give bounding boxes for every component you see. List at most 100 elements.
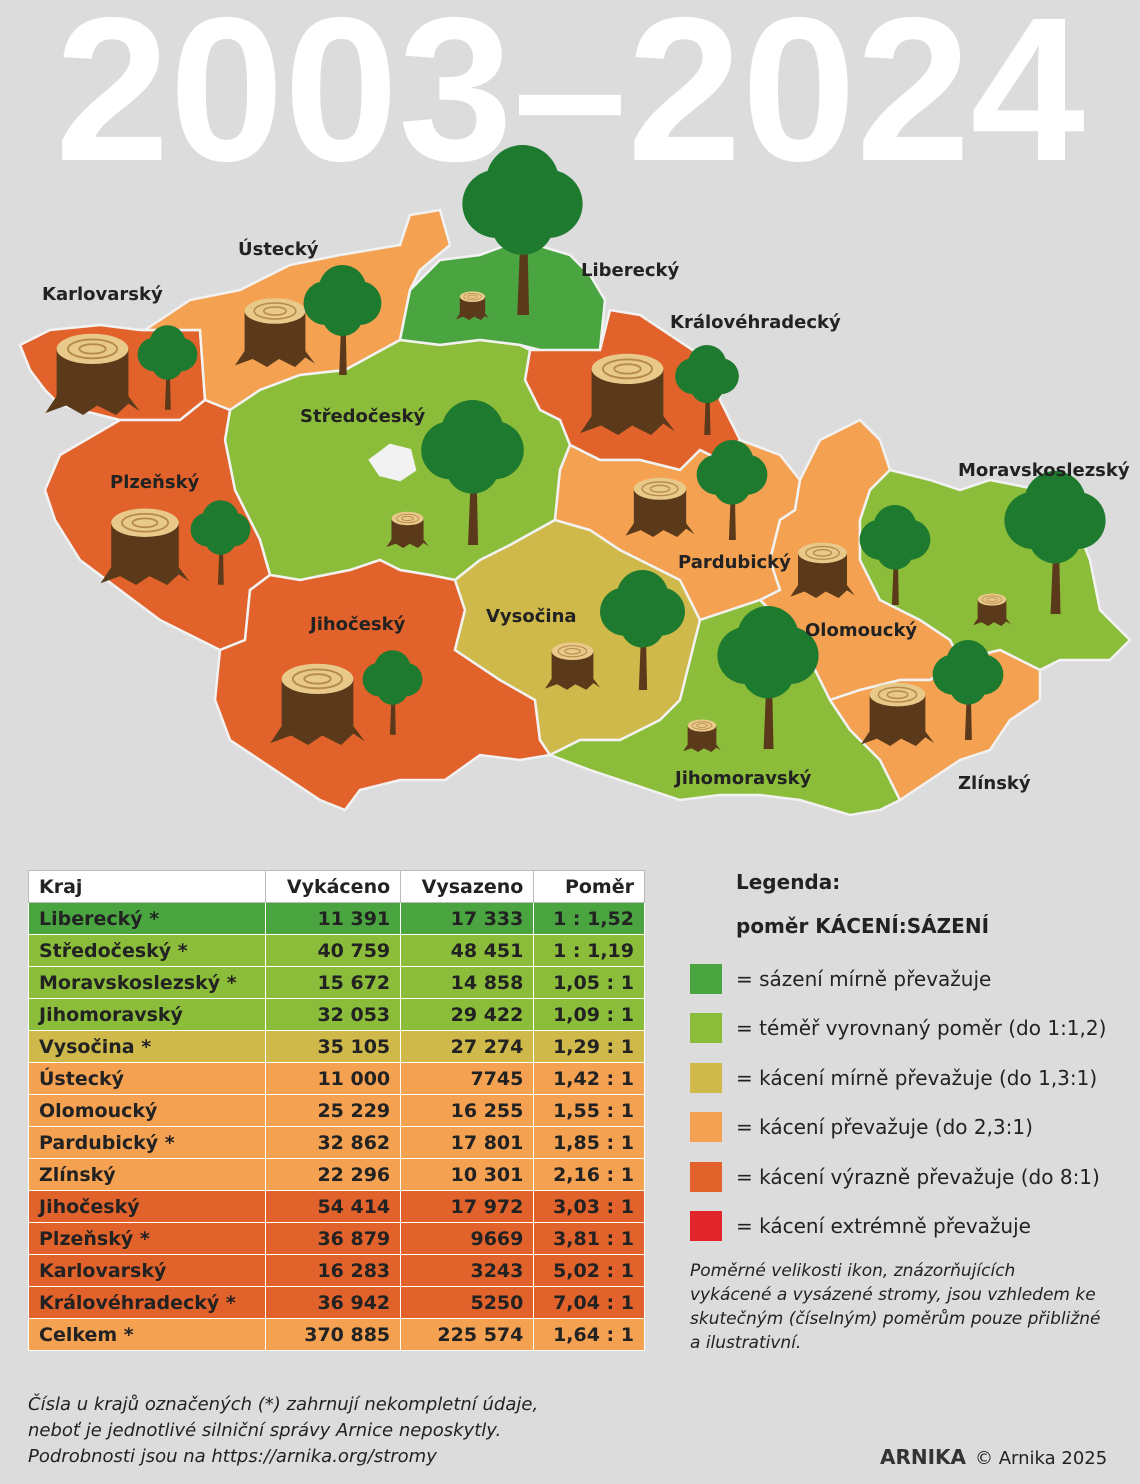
stump-icon: [580, 352, 675, 435]
table-row: Jihočeský 54 414 17 972 3,03 : 1: [27, 1190, 645, 1223]
table-cell: 7,04 : 1: [533, 1286, 645, 1319]
region-label: Středočeský: [300, 406, 425, 427]
stump-icon: [45, 332, 140, 415]
table-cell: 22 296: [265, 1158, 402, 1191]
table-cell: 3,03 : 1: [533, 1190, 645, 1223]
table-cell: 48 451: [400, 934, 535, 967]
table-row: Středočeský * 40 759 48 451 1 : 1,19: [27, 934, 645, 967]
table-cell: 1 : 1,52: [533, 902, 645, 935]
table-cell: 7745: [400, 1062, 535, 1095]
table-cell: Zlínský: [27, 1158, 267, 1191]
table-row: Pardubický * 32 862 17 801 1,85 : 1: [27, 1126, 645, 1159]
table-cell: 29 422: [400, 998, 535, 1031]
legend-item: = kácení výrazně převažuje (do 8:1): [690, 1152, 1130, 1202]
legend-swatch: [690, 1161, 722, 1192]
table-cell: Jihočeský: [27, 1190, 267, 1223]
table-cell: 16 283: [265, 1254, 402, 1287]
legend-label: = kácení extrémně převažuje: [736, 1214, 1031, 1239]
title: 2003–2024: [55, 0, 1085, 204]
table-row: Ústecký 11 000 7745 1,42 : 1: [27, 1062, 645, 1095]
table-cell: Středočeský *: [27, 934, 267, 967]
table-cell: 3,81 : 1: [533, 1222, 645, 1255]
table-cell: Karlovarský: [27, 1254, 267, 1287]
table-header: Kraj Vykáceno Vysazeno Poměr: [27, 870, 645, 903]
table-cell: 17 333: [400, 902, 535, 935]
table-cell: 1,64 : 1: [533, 1318, 645, 1351]
stump-icon: [625, 477, 695, 537]
data-table: Kraj Vykáceno Vysazeno Poměr Liberecký * 11 …: [27, 870, 645, 1351]
table-cell: 1 : 1,19: [533, 934, 645, 967]
table-row: Jihomoravský 32 053 29 422 1,09 : 1: [27, 998, 645, 1031]
legend-item: = kácení extrémně převažuje: [690, 1202, 1130, 1252]
legend-label: = téměř vyrovnaný poměr (do 1:1,2): [736, 1016, 1107, 1041]
table-cell: 32 053: [265, 998, 402, 1031]
table-cell: 17 801: [400, 1126, 535, 1159]
footnote-line: neboť je jednotlivé silniční správy Arni…: [28, 1420, 502, 1441]
table-cell: 11 000: [265, 1062, 402, 1095]
map: [18, 208, 1132, 817]
legend-subtitle: poměr KÁCENÍ:SÁZENÍ: [736, 914, 990, 938]
region-praha: [368, 443, 417, 482]
table-cell: 27 274: [400, 1030, 535, 1063]
legend-label: = kácení mírně převažuje (do 1,3:1): [736, 1065, 1098, 1090]
table-cell: 16 255: [400, 1094, 535, 1127]
legend-note: Poměrné velikosti ikon, znázorňujících vy…: [690, 1259, 1130, 1355]
table-row: Plzeňský * 36 879 9669 3,81 : 1: [27, 1222, 645, 1255]
table-row: Olomoucký 25 229 16 255 1,55 : 1: [27, 1094, 645, 1127]
region-labels: Karlovarský Ústecký Liberecký Královéhra…: [42, 238, 1130, 794]
note-line: a ilustrativní.: [690, 1333, 802, 1353]
legend-title: Legenda:: [736, 870, 841, 894]
note-line: vykácené a vysázené stromy, jsou vzhlede…: [690, 1285, 1096, 1305]
footnote: Čísla u krajů označených (*) zahrnují ne…: [28, 1392, 538, 1470]
region-label: Karlovarský: [42, 284, 163, 305]
legend-label: = kácení výrazně převažuje (do 8:1): [736, 1164, 1100, 1189]
table-cell: 1,09 : 1: [533, 998, 645, 1031]
logo: ARNIKA: [880, 1445, 967, 1469]
table-cell: 1,55 : 1: [533, 1094, 645, 1127]
table-cell: Královéhradecký *: [27, 1286, 267, 1319]
legend-swatch: [690, 1211, 722, 1242]
stump-icon: [682, 719, 722, 752]
legend-item: = kácení mírně převažuje (do 1,3:1): [690, 1053, 1130, 1103]
table-row: Karlovarský 16 283 3243 5,02 : 1: [27, 1254, 645, 1287]
stump-icon: [860, 682, 935, 746]
table-row: Královéhradecký * 36 942 5250 7,04 : 1: [27, 1286, 645, 1319]
table-cell: 3243: [400, 1254, 535, 1287]
table-row: Zlínský 22 296 10 301 2,16 : 1: [27, 1158, 645, 1191]
total-row: Celkem * 370 885 225 574 1,64 : 1: [27, 1318, 645, 1351]
region-label: Liberecký: [581, 260, 679, 281]
table-cell: 11 391: [265, 902, 402, 935]
legend-swatch: [690, 1013, 722, 1044]
column-header: Vykáceno: [265, 870, 402, 903]
region-label: Ústecký: [238, 238, 319, 260]
table-cell: 15 672: [265, 966, 402, 999]
legend-swatch: [690, 963, 722, 994]
table-row: Vysočina * 35 105 27 274 1,29 : 1: [27, 1030, 645, 1063]
table-row: Liberecký * 11 391 17 333 1 : 1,52: [27, 902, 645, 935]
region-label: Zlínský: [958, 773, 1031, 794]
region-label: Olomoucký: [805, 620, 917, 641]
stump-icon: [545, 641, 600, 690]
stump-icon: [100, 507, 190, 585]
table-cell: 40 759: [265, 934, 402, 967]
table-cell: Pardubický *: [27, 1126, 267, 1159]
legend: Legenda: poměr KÁCENÍ:SÁZENÍ = sázení mí…: [690, 866, 1130, 1355]
column-header: Vysazeno: [400, 870, 535, 903]
table-cell: 225 574: [400, 1318, 535, 1351]
table-cell: 5,02 : 1: [533, 1254, 645, 1287]
table-cell: 1,42 : 1: [533, 1062, 645, 1095]
stump-icon: [972, 593, 1012, 626]
region-label: Jihomoravský: [673, 768, 812, 789]
legend-label: = sázení mírně převažuje: [736, 966, 992, 991]
table-cell: Moravskoslezský *: [27, 966, 267, 999]
table-row: Moravskoslezský * 15 672 14 858 1,05 : 1: [27, 966, 645, 999]
legend-item: = sázení mírně převažuje: [690, 954, 1130, 1004]
note-line: skutečným (číselným) poměrům pouze přibl…: [690, 1309, 1101, 1329]
table-cell: 36 879: [265, 1222, 402, 1255]
table-cell: 10 301: [400, 1158, 535, 1191]
table-cell: 17 972: [400, 1190, 535, 1223]
table-cell: 1,85 : 1: [533, 1126, 645, 1159]
stump-icon: [455, 290, 490, 320]
footnote-line: Čísla u krajů označených (*) zahrnují ne…: [28, 1394, 539, 1415]
